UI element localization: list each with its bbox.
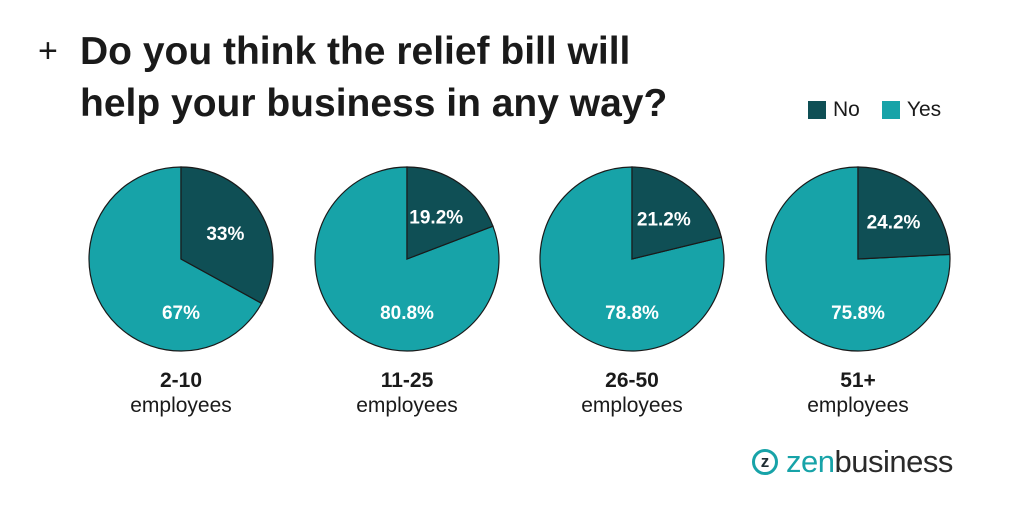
pie-slice-no-1 <box>406 166 494 260</box>
logo-text-business: business <box>834 444 953 479</box>
category-label-unit-3: employees <box>807 394 909 417</box>
zenbusiness-logo-icon: z <box>752 449 778 475</box>
chart-title: Do you think the relief bill will help y… <box>80 30 668 125</box>
data-label-yes-0: 67% <box>162 303 200 324</box>
category-label-range-3: 51+ <box>840 369 876 392</box>
data-label-yes-2: 78.8% <box>605 303 659 324</box>
pie-slice-no-3 <box>857 166 951 260</box>
pie-slice-yes-0 <box>88 166 263 352</box>
pie-slice-no-0 <box>180 166 274 305</box>
zenbusiness-logo: z zenbusiness <box>752 444 953 480</box>
data-label-no-2: 21.2% <box>637 209 691 230</box>
legend-item-yes: Yes <box>881 98 942 122</box>
legend-label-no: No <box>833 98 860 121</box>
data-label-yes-1: 80.8% <box>380 303 434 324</box>
category-label-range-2: 26-50 <box>605 369 659 392</box>
category-label-3: 51+ employees <box>768 368 948 418</box>
logo-text: zenbusiness <box>786 444 953 480</box>
legend-swatch-no <box>808 101 826 119</box>
category-label-range-1: 11-25 <box>380 369 434 392</box>
data-label-yes-3: 75.8% <box>831 303 885 324</box>
pie-slice-no-2 <box>631 166 723 260</box>
category-label-1: 11-25 employees <box>317 368 497 418</box>
category-label-2: 26-50 employees <box>542 368 722 418</box>
logo-text-zen: zen <box>786 444 835 479</box>
data-label-no-0: 33% <box>206 224 244 245</box>
legend-label-yes: Yes <box>906 98 942 121</box>
category-label-unit-1: employees <box>356 394 458 417</box>
category-label-unit-2: employees <box>581 394 683 417</box>
category-label-unit-0: employees <box>130 394 232 417</box>
plus-icon: + <box>38 32 58 70</box>
legend-swatch-yes <box>881 101 900 119</box>
category-label-range-0: 2-10 <box>159 369 203 392</box>
data-label-no-3: 24.2% <box>867 213 921 234</box>
category-label-0: 2-10 employees <box>91 368 271 418</box>
pie-slice-yes-1 <box>314 166 500 352</box>
legend: No Yes <box>808 98 963 122</box>
legend-item-no: No <box>808 98 860 122</box>
data-label-no-1: 19.2% <box>409 208 463 229</box>
